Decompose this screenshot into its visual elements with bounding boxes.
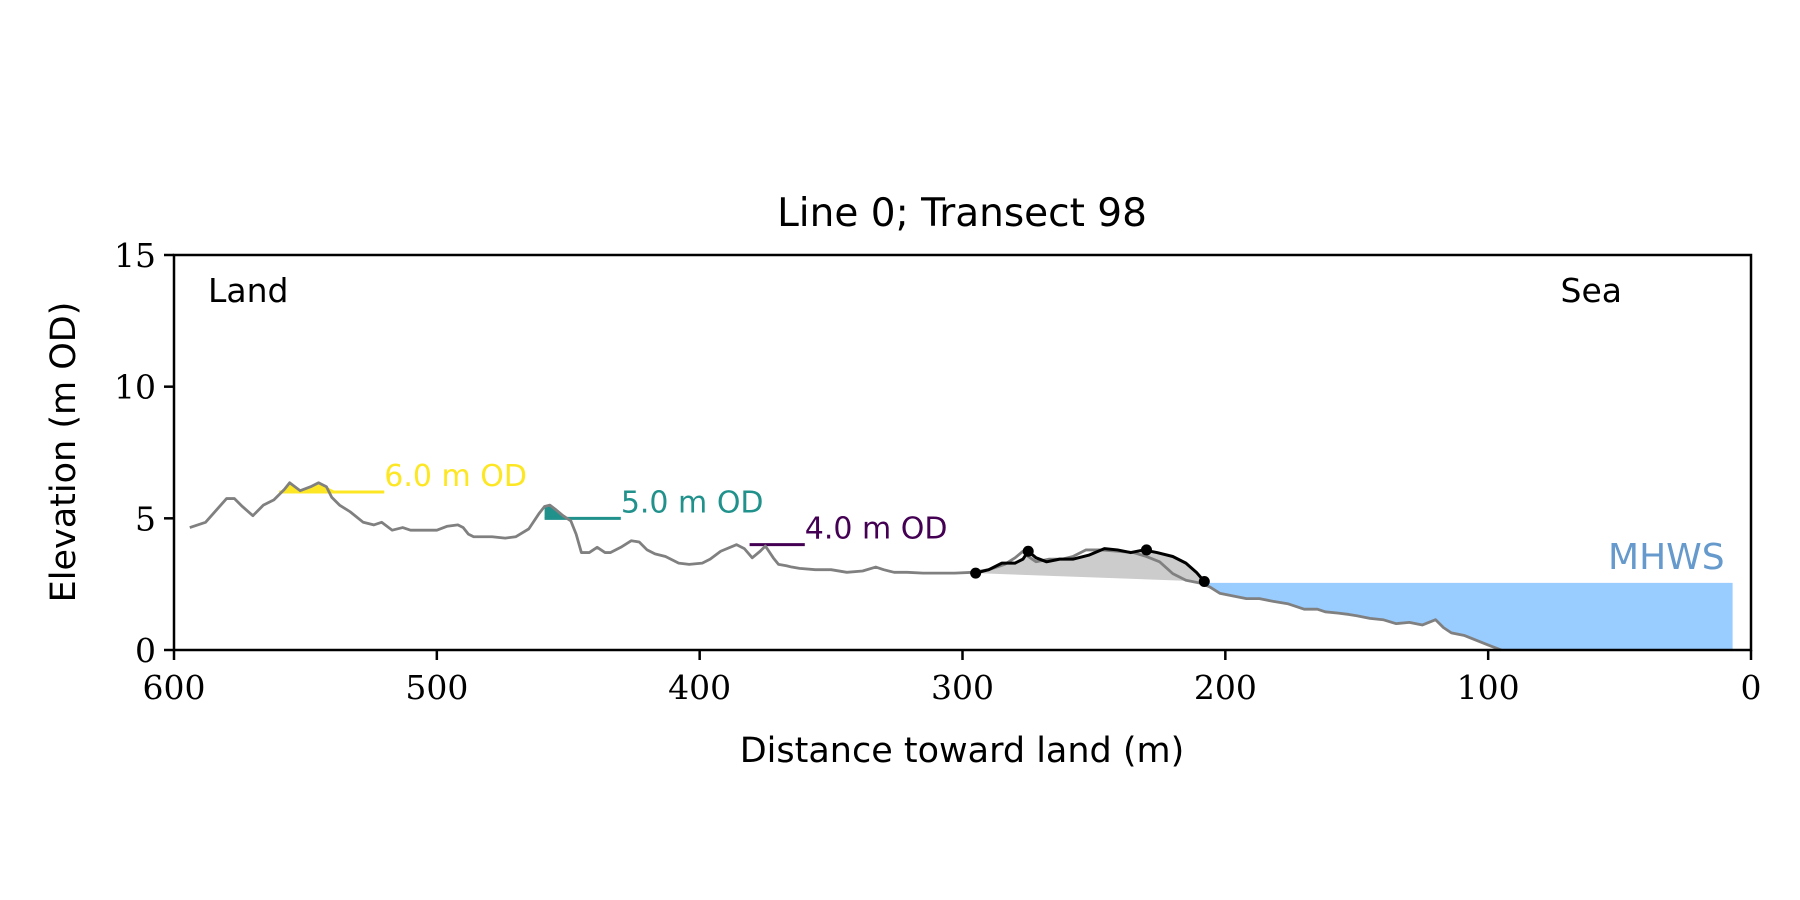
mhws-label: MHWS [1608, 537, 1725, 578]
x-axis: 600 500 400 300 200 100 0 [143, 650, 1762, 707]
x-tick-label-1: 500 [405, 668, 468, 707]
x-tick-label-6: 0 [1741, 668, 1762, 707]
chart-title: Line 0; Transect 98 [777, 191, 1147, 236]
profile-line [189, 481, 1502, 652]
x-tick-label-3: 300 [931, 668, 994, 707]
dune-point-0 [970, 567, 982, 579]
y-tick-label-0: 0 [135, 631, 156, 670]
dune-line [975, 547, 1206, 583]
y-axis: 0 5 10 15 [114, 236, 174, 670]
x-tick-label-4: 200 [1194, 668, 1257, 707]
x-tick-label-0: 600 [143, 668, 206, 707]
x-tick-label-2: 400 [668, 668, 731, 707]
mhws-water-fill [1206, 582, 1733, 650]
contour-label-2: 4.0 m OD [805, 512, 948, 547]
dune-point-2 [1140, 544, 1152, 556]
contour-label-1: 5.0 m OD [621, 485, 764, 520]
plot-area: MHWS 6.0 m OD 5.0 m OD 4.0 m OD [189, 459, 1733, 652]
y-tick-label-2: 10 [114, 368, 156, 407]
y-tick-label-3: 15 [114, 236, 156, 275]
dune-point-1 [1022, 545, 1034, 557]
x-tick-label-5: 100 [1457, 668, 1520, 707]
sea-label: Sea [1561, 271, 1622, 310]
land-label: Land [208, 271, 288, 310]
y-tick-label-1: 5 [135, 499, 156, 538]
dune-point-3 [1198, 576, 1210, 588]
x-axis-label: Distance toward land (m) [740, 731, 1185, 771]
y-axis-label: Elevation (m OD) [44, 302, 84, 603]
contour-label-0: 6.0 m OD [384, 459, 527, 494]
